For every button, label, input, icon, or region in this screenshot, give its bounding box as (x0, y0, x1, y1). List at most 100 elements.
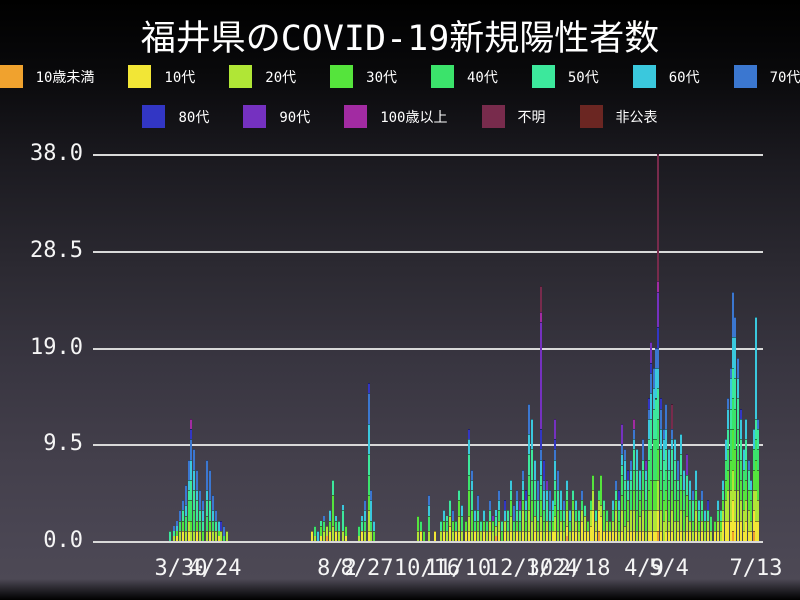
bar-segment-40s (188, 500, 190, 521)
bar-segment-40s (665, 469, 667, 491)
bar-segment-50s (489, 510, 491, 521)
bar-segment-50s (566, 490, 568, 501)
bar-segment-20s (757, 500, 759, 521)
bar-segment-70s (199, 490, 201, 511)
bar-segment-60s (569, 510, 571, 521)
bar-segment-20s (560, 520, 562, 531)
bar-segment-10s (665, 530, 667, 541)
bar-segment-10s (575, 530, 577, 541)
bar-segment-30s (592, 474, 594, 491)
bar-segment-20s (633, 510, 635, 531)
legend-label-100p: 100歳以上 (380, 109, 448, 126)
bar-segment-50s (707, 510, 709, 521)
legend-swatch-unk (481, 105, 505, 128)
bar-segment-40s (190, 500, 192, 521)
bar-segment-90s (645, 459, 647, 470)
bar-segment-10s (714, 530, 716, 541)
bar-segment-30s (557, 510, 559, 531)
legend-label-60s: 60代 (668, 69, 700, 86)
bar-segment-10s (516, 530, 518, 541)
bar-segment-50s (563, 510, 565, 521)
bar-segment-10s (639, 530, 641, 541)
bar-segment-70s (477, 495, 479, 511)
bar-segment-10s (368, 530, 370, 541)
bar-segment-70s (701, 490, 703, 501)
bar-segment-10s (717, 530, 719, 541)
bar-segment-40s (364, 520, 366, 531)
bar-segment-40s (757, 449, 759, 470)
bar-segment-20s (468, 515, 470, 531)
bar-segment-50s (701, 500, 703, 511)
bar-segment-70s (206, 459, 208, 491)
bar-segment-40s (368, 474, 370, 496)
bar-segment-50s (648, 439, 650, 460)
bar-segment-60s (657, 367, 659, 389)
bar-segment-80s (618, 490, 620, 501)
bar-segment-20s (686, 515, 688, 531)
bar-segment-30s (714, 520, 716, 531)
bar-segment-30s (554, 505, 556, 516)
bar-segment-u10 (566, 535, 568, 541)
bar-segment-50s (480, 520, 482, 531)
bar-segment-30s (624, 510, 626, 526)
bar-segment-10s (653, 530, 655, 541)
bar-segment-10s (468, 530, 470, 541)
bar-segment-20s (480, 530, 482, 541)
bar-segment-50s (507, 510, 509, 521)
bar-segment-10s (648, 530, 650, 541)
bar-segment-10s (633, 530, 635, 541)
bar-segment-30s (603, 510, 605, 531)
bar-segment-60s (522, 479, 524, 491)
legend-row-2: 80代 90代 100歳以上 不明 非公表 (0, 105, 800, 128)
bar-segment-60s (612, 500, 614, 511)
bar-segment-70s (196, 469, 198, 491)
bar-segment-10s (522, 530, 524, 541)
bar-segment-20s (332, 525, 334, 541)
bar-segment-10s (458, 530, 460, 541)
bar-segment-20s (720, 530, 722, 541)
bar-segment-20s (199, 530, 201, 541)
legend-item-80s: 80代 (142, 105, 209, 128)
bar-segment-30s (753, 469, 755, 491)
bar-segment-50s (554, 479, 556, 491)
bar-segment-30s (510, 500, 512, 516)
bar-segment-30s (563, 520, 565, 531)
legend-swatch-70s (733, 65, 757, 88)
bar-segment-40s (206, 515, 208, 531)
bar-segment-30s (639, 500, 641, 516)
bar-segment-50s (522, 490, 524, 501)
bar-segment-20s (446, 530, 448, 541)
bar-segment-20s (471, 530, 473, 541)
bar-segment-80s (540, 428, 542, 450)
bar-segment-70s (648, 408, 650, 419)
bar-segment-40s (569, 520, 571, 531)
bar-segment-50s (188, 490, 190, 501)
bar-segment-30s (196, 520, 198, 531)
bar-segment-60s (540, 459, 542, 475)
bar-segment-70s (727, 398, 729, 409)
bar-segment-40s (513, 520, 515, 531)
bar-segment-30s (572, 500, 574, 511)
xtick-label-12-30: 12/30 (486, 556, 554, 581)
legend-label-30s: 30代 (366, 69, 397, 86)
legend-swatch-50s (531, 65, 555, 88)
bar-segment-50s (584, 505, 586, 516)
bar-segment-40s (212, 520, 214, 531)
bar-segment-20s (660, 510, 662, 531)
bar-segment-50s (501, 520, 503, 531)
bar-segment-30s (345, 525, 347, 536)
bar-segment-20s (510, 515, 512, 531)
bar-segment-60s (364, 510, 366, 521)
bar-segment-70s (498, 490, 500, 501)
bar-segment-70s (173, 525, 175, 531)
bar-segment-60s (665, 428, 667, 450)
bar-segment-10s (361, 530, 363, 541)
bar-segment-20s (486, 530, 488, 541)
bar-segment-20s (549, 530, 551, 541)
bar-segment-20s (572, 510, 574, 531)
bar-segment-90s (686, 454, 688, 475)
bar-segment-60s (645, 469, 647, 480)
bar-segment-40s (560, 510, 562, 521)
bar-segment-40s (663, 479, 665, 501)
bar-segment-20s (226, 530, 228, 541)
